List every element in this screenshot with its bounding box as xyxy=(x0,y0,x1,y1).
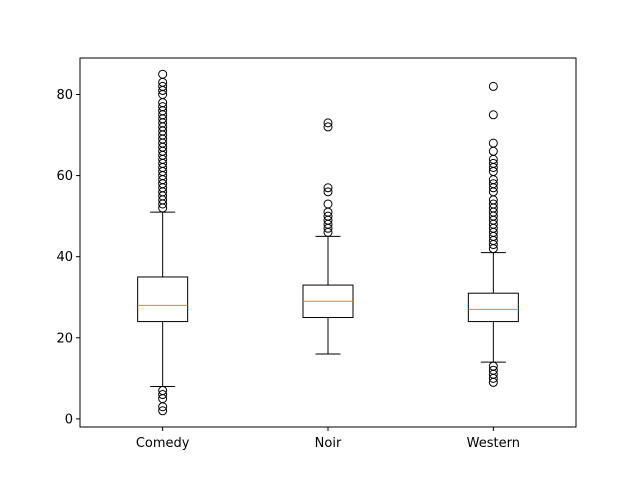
outlier-point xyxy=(488,179,498,189)
outlier-point xyxy=(488,199,498,209)
outlier-point xyxy=(158,81,168,91)
outlier-point xyxy=(323,122,333,132)
outlier-point xyxy=(158,69,168,79)
outlier-point xyxy=(158,102,168,112)
outlier-point xyxy=(323,199,333,209)
iqr-box xyxy=(137,276,189,323)
outlier-point xyxy=(488,361,498,371)
outlier-point xyxy=(488,138,498,148)
outlier-point xyxy=(488,110,498,120)
box-group-noir xyxy=(302,118,354,355)
y-tick-label: 0 xyxy=(65,412,73,427)
outlier-point xyxy=(323,211,333,221)
iqr-box xyxy=(467,292,519,323)
x-tick-label: Noir xyxy=(315,436,342,451)
outlier-point xyxy=(158,386,168,396)
x-axis: Comedy Noir Western xyxy=(136,427,520,451)
plot-area xyxy=(137,69,519,416)
y-tick-label: 80 xyxy=(56,88,73,103)
outlier-point xyxy=(158,390,168,400)
box-group-western xyxy=(467,81,519,387)
x-tick-label: Comedy xyxy=(136,436,190,451)
outlier-point xyxy=(488,158,498,168)
outlier-point xyxy=(323,118,333,128)
outlier-point xyxy=(488,81,498,91)
outlier-point xyxy=(488,365,498,375)
outlier-point xyxy=(158,406,168,416)
x-tick-label: Western xyxy=(467,436,520,451)
outlier-point xyxy=(323,183,333,193)
y-tick-label: 20 xyxy=(56,331,73,346)
outlier-point xyxy=(323,187,333,197)
y-tick-label: 40 xyxy=(56,250,73,265)
y-axis: 0 20 40 60 80 xyxy=(56,88,80,427)
box-group-comedy xyxy=(137,69,189,416)
y-tick-label: 60 xyxy=(56,169,73,184)
